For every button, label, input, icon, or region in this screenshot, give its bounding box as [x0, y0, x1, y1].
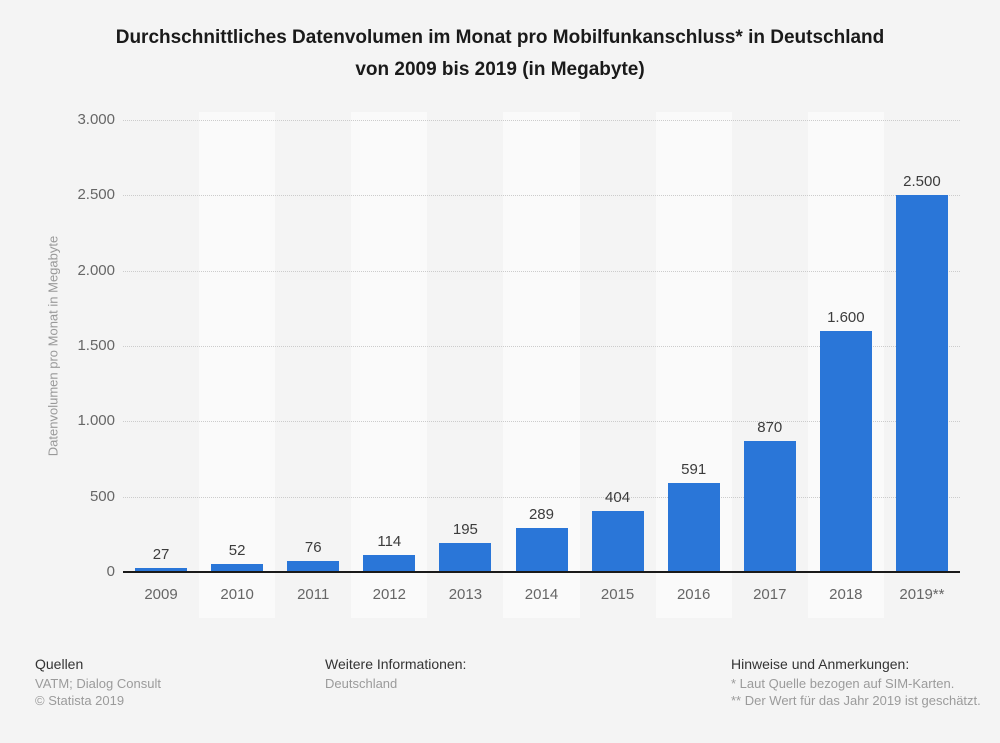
value-label-2015: 404	[605, 489, 631, 507]
value-label-2016: 591	[681, 460, 707, 478]
y-tick-label-2.500: 2.500	[77, 186, 115, 204]
bar-2013[interactable]	[439, 542, 492, 572]
copyright-line: © Statista 2019	[35, 693, 125, 708]
x-tick-label-2018: 2018	[829, 586, 863, 603]
column-band-2012	[351, 112, 428, 618]
y-tick-label-1.500: 1.500	[77, 337, 115, 354]
footer-info: Weitere Informationen: Deutschland	[325, 656, 466, 692]
gridline-2.500	[123, 195, 960, 197]
sources-heading: Quellen	[35, 656, 84, 672]
notes-heading: Hinweise und Anmerkungen:	[731, 656, 910, 672]
x-tick-label-2015: 2015	[600, 586, 635, 603]
gridline-1.500	[123, 346, 960, 347]
sources-line: VATM; Dialog Consult	[35, 676, 161, 691]
y-tick-label-3.000: 3.000	[77, 111, 115, 128]
gridline-500	[123, 496, 960, 498]
note-line-2: ** Der Wert für das Jahr 2019 ist geschä…	[731, 693, 981, 708]
value-label-2013: 195	[452, 520, 478, 538]
x-tick-label-2010: 2010	[220, 586, 254, 603]
x-tick-label-2016: 2016	[676, 586, 711, 603]
y-tick-label-0: 0	[106, 563, 115, 580]
value-label-2017: 870	[757, 418, 783, 436]
bar-2009[interactable]	[135, 567, 188, 572]
x-tick-label-2013: 2013	[448, 586, 483, 603]
value-label-2014: 289	[528, 506, 554, 524]
info-line: Deutschland	[325, 676, 398, 691]
chart-title-line1: Durchschnittliches Datenvolumen im Monat…	[115, 27, 885, 48]
bar-2011[interactable]	[287, 560, 340, 572]
footer-sources: Quellen VATM; Dialog Consult © Statista …	[35, 656, 161, 709]
bar-2019**[interactable]	[895, 195, 948, 572]
column-band-2010	[199, 112, 276, 618]
value-label-2012: 114	[377, 532, 402, 550]
note-line-1: * Laut Quelle bezogen auf SIM-Karten.	[731, 676, 955, 691]
x-tick-label-2017: 2017	[753, 586, 787, 603]
y-tick-label-1.000: 1.000	[77, 412, 115, 430]
plot-area: 27 2009 52 2010 76 2011 114 2012 195 2013 289 2014 4…	[123, 112, 960, 618]
x-tick-label-2019**: 2019**	[899, 586, 945, 603]
chart-title-line2: von 2009 bis 2019 (in Megabyte)	[355, 59, 645, 80]
bar-2010[interactable]	[211, 564, 264, 572]
gridline-1.000	[123, 421, 960, 423]
gridline-2.000	[123, 270, 960, 272]
column-band-2009	[123, 112, 199, 618]
bar-2012[interactable]	[363, 554, 416, 572]
footer-notes: Hinweise und Anmerkungen: * Laut Quelle …	[731, 656, 981, 709]
gridline-3.000	[123, 120, 960, 121]
info-heading: Weitere Informationen:	[325, 656, 467, 672]
y-tick-label-2.000: 2.000	[77, 261, 115, 279]
value-label-2019**: 2.500	[903, 173, 941, 191]
value-label-2009: 27	[152, 545, 170, 563]
value-label-2018: 1.600	[827, 308, 865, 326]
bar-2015[interactable]	[591, 511, 644, 572]
chart-title: Durchschnittliches Datenvolumen im Monat…	[40, 22, 960, 86]
bar-2017[interactable]	[743, 440, 796, 572]
x-tick-label-2009: 2009	[144, 586, 178, 603]
x-tick-label-2012: 2012	[372, 586, 406, 603]
bar-2016[interactable]	[667, 482, 720, 572]
value-label-2010: 52	[228, 542, 246, 560]
x-tick-label-2011: 2011	[297, 586, 330, 603]
bar-2018[interactable]	[819, 330, 872, 572]
x-axis-line	[123, 571, 960, 573]
bar-2014[interactable]	[515, 528, 568, 572]
y-tick-label-500: 500	[89, 487, 115, 505]
value-label-2011: 76	[304, 538, 322, 556]
x-tick-label-2014: 2014	[524, 586, 559, 603]
